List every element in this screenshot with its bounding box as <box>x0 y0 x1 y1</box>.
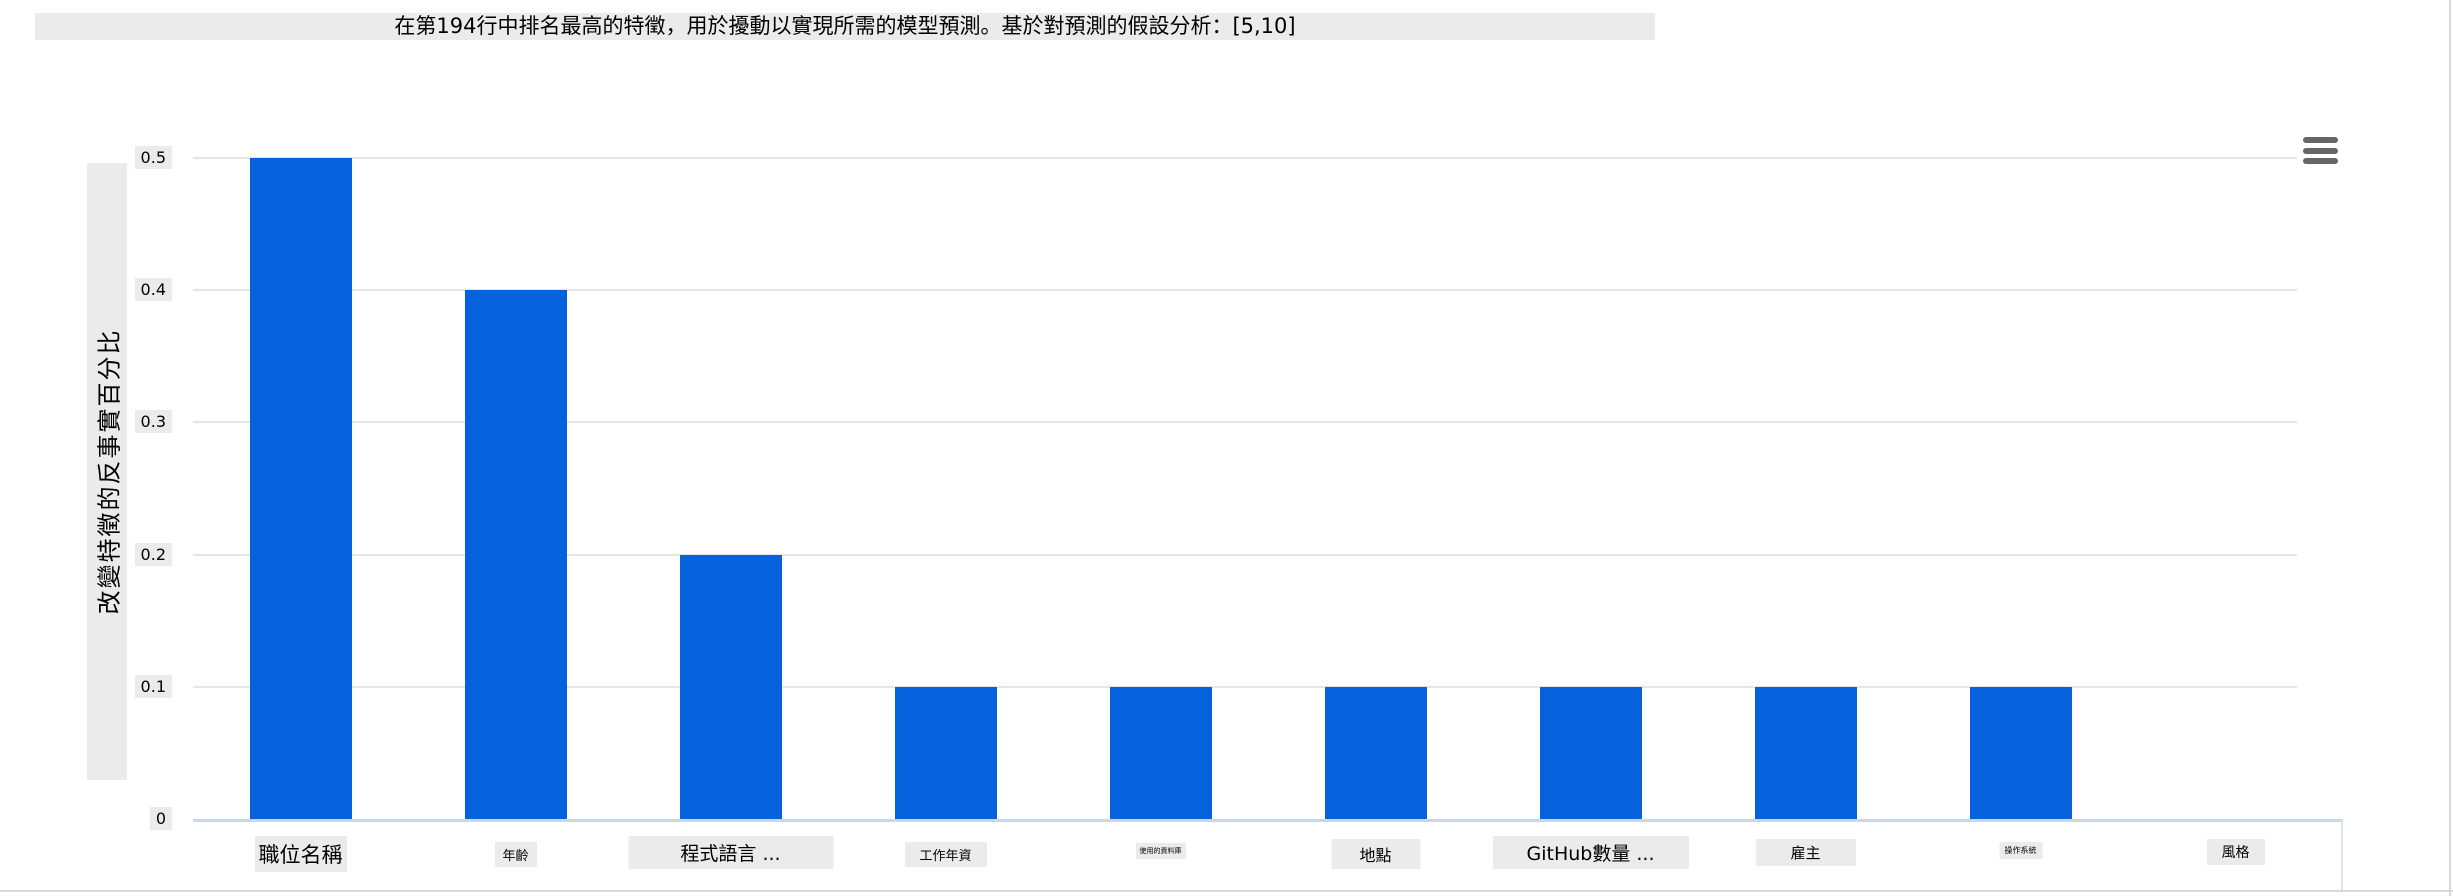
bar[interactable] <box>679 554 782 819</box>
y-tick-label: 0.3 <box>134 410 172 434</box>
bar[interactable] <box>1539 686 1642 819</box>
chart-title: 在第194行中排名最高的特徵，用於擾動以實現所需的模型預測。基於對預測的假設分析… <box>35 13 1655 40</box>
gridline <box>193 685 2297 688</box>
x-tick-label: 雇主 <box>1755 839 1856 866</box>
y-tick-label: 0 <box>149 807 172 830</box>
page-right-border <box>2449 0 2451 896</box>
menu-bar-line <box>2303 137 2338 143</box>
bar[interactable] <box>1754 686 1857 819</box>
menu-bar-line <box>2303 158 2338 164</box>
x-tick-label: 風格 <box>2206 839 2265 865</box>
bar[interactable] <box>894 686 997 819</box>
y-axis-title-text: 改變特徵的反事實百分比 <box>95 328 124 615</box>
bar[interactable] <box>1969 686 2072 819</box>
bar[interactable] <box>1109 686 1212 819</box>
bar[interactable] <box>464 290 567 819</box>
gridline <box>193 289 2297 292</box>
plot-right-border <box>2341 820 2343 891</box>
x-tick-label: 操作系統 <box>1999 842 2042 859</box>
x-tick-label: 職位名稱 <box>254 836 347 872</box>
x-tick-label: 程式語言 ... <box>628 836 833 869</box>
y-tick-label: 0.1 <box>134 674 172 698</box>
x-tick-label: 工作年資 <box>904 842 987 867</box>
x-tick-label: 年齡 <box>494 842 537 867</box>
bar[interactable] <box>1324 686 1427 819</box>
x-tick-label: GitHub數量 ... <box>1492 836 1689 869</box>
gridline <box>193 157 2297 159</box>
menu-bar-line <box>2303 147 2338 154</box>
x-tick-label: 地點 <box>1331 839 1420 869</box>
x-tick-label: 使用的資料庫 <box>1135 843 1186 859</box>
bar[interactable] <box>249 158 352 819</box>
gridline <box>193 421 2297 424</box>
y-tick-label: 0.4 <box>134 278 172 302</box>
page-bottom-border <box>0 890 2453 892</box>
hamburger-menu-icon[interactable] <box>2303 137 2338 164</box>
x-axis-line <box>193 819 2343 822</box>
y-tick-label: 0.2 <box>134 542 172 566</box>
gridline <box>193 553 2297 556</box>
y-axis-title: 改變特徵的反事實百分比 <box>87 163 127 780</box>
y-tick-label: 0.5 <box>134 146 172 169</box>
